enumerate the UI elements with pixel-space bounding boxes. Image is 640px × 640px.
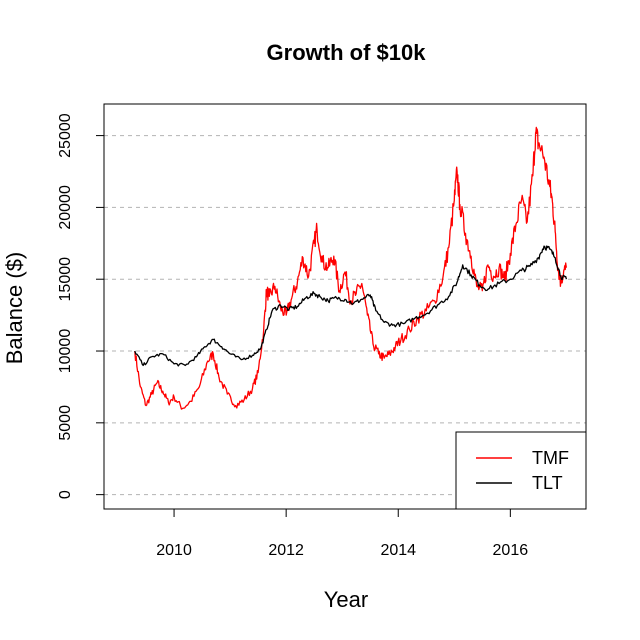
y-tick-label: 0 [57,490,74,499]
y-tick-label: 25000 [57,113,74,158]
x-tick-label: 2016 [493,542,529,559]
y-tick-label: 20000 [57,185,74,230]
y-axis-label: Balance ($) [2,252,27,365]
series-line-tlt [134,245,568,367]
legend-label-tmf: TMF [532,448,569,468]
series-line-tmf [134,126,568,410]
legend: TMF TLT [455,431,587,510]
x-tick-label: 2014 [380,542,416,559]
y-tick-label: 15000 [57,257,74,302]
legend-label-tlt: TLT [532,473,563,493]
x-axis-label: Year [324,587,368,612]
y-tick-label: 10000 [57,329,74,374]
axes: 2010 2012 2014 2016 0 5000 10000 15000 20000 2500… [57,103,587,559]
y-tick-label: 5000 [57,405,74,441]
series-lines [134,126,568,410]
x-tick-label: 2010 [156,542,192,559]
chart-title: Growth of $10k [267,40,427,65]
x-tick-label: 2012 [268,542,304,559]
plot-frame [103,103,587,510]
legend-box [455,431,587,510]
